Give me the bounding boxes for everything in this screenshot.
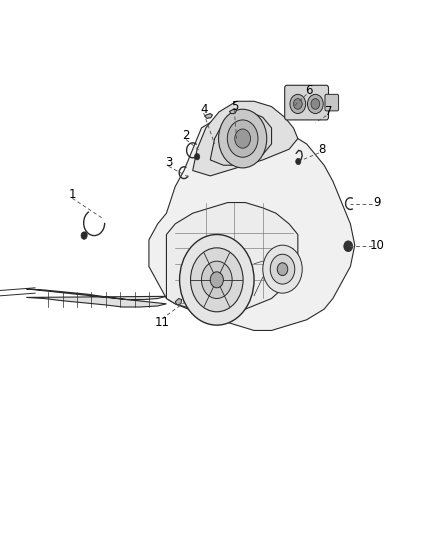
Text: 9: 9: [373, 196, 381, 209]
Circle shape: [277, 263, 288, 276]
Circle shape: [296, 158, 301, 165]
Circle shape: [201, 261, 232, 298]
FancyBboxPatch shape: [325, 94, 339, 111]
Circle shape: [270, 254, 295, 284]
Polygon shape: [26, 289, 166, 307]
Circle shape: [344, 241, 353, 252]
Circle shape: [180, 235, 254, 325]
Circle shape: [307, 94, 323, 114]
Text: 6: 6: [305, 84, 313, 97]
FancyBboxPatch shape: [285, 85, 328, 120]
Polygon shape: [210, 112, 272, 165]
Text: 10: 10: [369, 239, 384, 252]
Circle shape: [227, 120, 258, 157]
Text: 3: 3: [165, 156, 172, 169]
Text: 8: 8: [318, 143, 325, 156]
Polygon shape: [193, 101, 298, 176]
Circle shape: [210, 272, 223, 288]
Text: 4: 4: [200, 103, 208, 116]
Polygon shape: [166, 203, 298, 314]
Polygon shape: [175, 298, 182, 305]
Polygon shape: [230, 109, 237, 114]
Text: 11: 11: [155, 316, 170, 329]
Text: 7: 7: [325, 106, 332, 118]
Text: 1: 1: [68, 188, 76, 201]
Circle shape: [194, 154, 200, 160]
Circle shape: [293, 99, 302, 109]
Circle shape: [263, 245, 302, 293]
Circle shape: [81, 232, 87, 239]
Text: 5: 5: [231, 100, 238, 113]
Polygon shape: [205, 114, 212, 118]
Polygon shape: [149, 112, 355, 330]
Circle shape: [235, 129, 251, 148]
Circle shape: [290, 94, 306, 114]
Circle shape: [311, 99, 320, 109]
Text: 2: 2: [182, 130, 190, 142]
Circle shape: [191, 248, 243, 312]
Circle shape: [219, 109, 267, 168]
